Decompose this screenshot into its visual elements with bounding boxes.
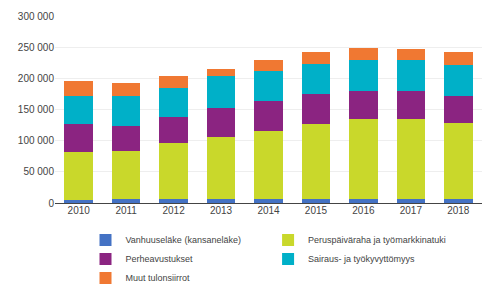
svg-text:2015: 2015 xyxy=(305,205,328,216)
svg-text:Muut tulonsiirrot: Muut tulonsiirrot xyxy=(126,273,191,283)
svg-text:2012: 2012 xyxy=(162,205,185,216)
svg-text:2010: 2010 xyxy=(68,205,91,216)
svg-text:300 000: 300 000 xyxy=(18,11,55,22)
svg-text:2014: 2014 xyxy=(257,205,280,216)
svg-text:0: 0 xyxy=(48,198,54,209)
svg-text:Perheavustukset: Perheavustukset xyxy=(126,254,194,264)
svg-text:200 000: 200 000 xyxy=(18,73,55,84)
svg-text:Vanhuuseläke (kansaneläke): Vanhuuseläke (kansaneläke) xyxy=(126,235,241,245)
svg-text:150 000: 150 000 xyxy=(18,104,55,115)
svg-text:Sairaus- ja työkyvyttömyys: Sairaus- ja työkyvyttömyys xyxy=(308,254,415,264)
svg-text:2018: 2018 xyxy=(447,205,470,216)
svg-text:2011: 2011 xyxy=(115,205,137,216)
svg-text:Peruspäiväraha ja työmarkkinat: Peruspäiväraha ja työmarkkinatuki xyxy=(308,235,446,245)
svg-text:2017: 2017 xyxy=(400,205,423,216)
svg-text:250 000: 250 000 xyxy=(18,42,55,53)
svg-text:100 000: 100 000 xyxy=(18,135,55,146)
svg-text:50 000: 50 000 xyxy=(23,166,54,177)
svg-text:2013: 2013 xyxy=(210,205,233,216)
svg-text:2016: 2016 xyxy=(352,205,375,216)
